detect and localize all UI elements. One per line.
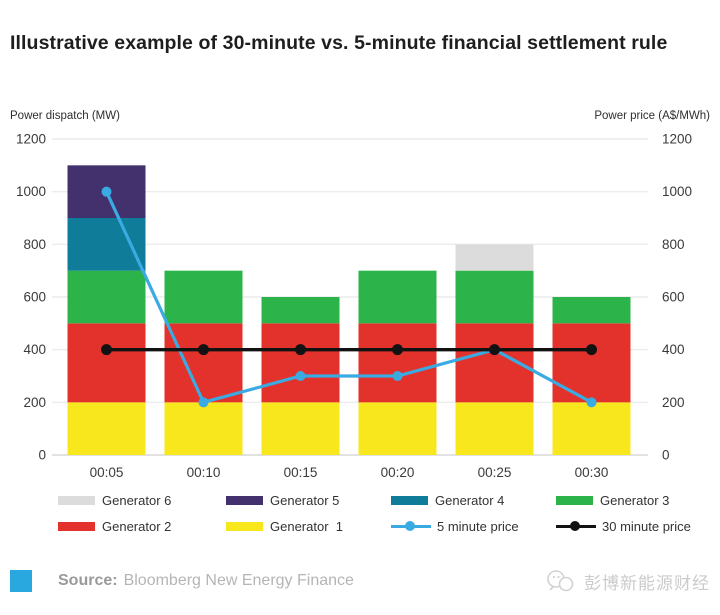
- source-prefix: Source:: [58, 572, 118, 589]
- legend-line-swatch: [391, 520, 431, 532]
- legend-item-generator-4: Generator 4: [391, 492, 556, 508]
- svg-text:400: 400: [23, 342, 46, 357]
- legend-label: Generator 6: [102, 492, 172, 508]
- axis-labels-row: Power dispatch (MW) Power price (A$/MWh): [10, 110, 710, 122]
- legend-label: Generator 2: [102, 518, 172, 534]
- svg-text:00:05: 00:05: [90, 465, 124, 480]
- svg-text:800: 800: [23, 237, 46, 252]
- svg-text:0: 0: [38, 448, 46, 463]
- svg-text:200: 200: [662, 395, 685, 410]
- legend-item-30-minute-price: 30 minute price: [556, 518, 708, 534]
- svg-text:200: 200: [23, 395, 46, 410]
- legend-item-generator-1: Generator 1: [226, 518, 391, 534]
- svg-text:00:10: 00:10: [187, 465, 221, 480]
- watermark-text: 彭博新能源财经: [584, 573, 710, 593]
- legend-label: Generator 1: [270, 518, 343, 534]
- legend-label: 30 minute price: [602, 518, 691, 534]
- legend-swatch: [58, 521, 95, 531]
- source-value: Bloomberg New Energy Finance: [123, 572, 354, 589]
- svg-text:800: 800: [662, 237, 685, 252]
- legend-item-generator-6: Generator 6: [58, 492, 226, 508]
- svg-text:600: 600: [662, 290, 685, 305]
- legend-line-swatch: [556, 520, 596, 532]
- watermark: 彭博新能源财经: [544, 566, 710, 596]
- svg-text:1000: 1000: [16, 184, 46, 199]
- footer: Source: Bloomberg New Energy Finance 彭博新能…: [10, 566, 710, 596]
- chart-svg: 0 0 200 200 400 400 600 600 800 800 1000 1000 1200 12…: [16, 132, 692, 481]
- svg-text:1200: 1200: [662, 132, 692, 147]
- legend-item-generator-5: Generator 5: [226, 492, 391, 508]
- source-line: Source: Bloomberg New Energy Finance: [58, 572, 354, 590]
- legend: Generator 6 Generator 5 Generator 4 Generat…: [58, 492, 708, 534]
- legend-label: Generator 4: [435, 492, 505, 508]
- legend-label: 5 minute price: [437, 518, 519, 534]
- legend-swatch: [58, 495, 95, 505]
- left-axis-label: Power dispatch (MW): [10, 110, 120, 122]
- svg-text:1000: 1000: [662, 184, 692, 199]
- svg-text:00:25: 00:25: [478, 465, 512, 480]
- legend-item-5-minute-price: 5 minute price: [391, 518, 556, 534]
- legend-swatch: [226, 495, 263, 505]
- legend-label: Generator 3: [600, 492, 670, 508]
- chart-title: Illustrative example of 30-minute vs. 5-…: [10, 32, 668, 54]
- legend-swatch: [556, 495, 593, 505]
- svg-text:400: 400: [662, 342, 685, 357]
- legend-swatch: [226, 521, 263, 531]
- svg-text:00:20: 00:20: [381, 465, 415, 480]
- bnef-wechat-logo-icon: [547, 570, 574, 592]
- svg-text:00:15: 00:15: [284, 465, 318, 480]
- svg-text:00:30: 00:30: [575, 465, 609, 480]
- svg-text:1200: 1200: [16, 132, 46, 147]
- svg-text:0: 0: [662, 448, 670, 463]
- legend-swatch: [391, 495, 428, 505]
- legend-item-generator-3: Generator 3: [556, 492, 708, 508]
- accent-square: [10, 570, 32, 592]
- right-axis-label: Power price (A$/MWh): [594, 110, 710, 122]
- legend-item-generator-2: Generator 2: [58, 518, 226, 534]
- chart: 0 0 200 200 400 400 600 600 800 800 1000 1000 1200 12…: [0, 128, 720, 488]
- legend-label: Generator 5: [270, 492, 340, 508]
- svg-text:600: 600: [23, 290, 46, 305]
